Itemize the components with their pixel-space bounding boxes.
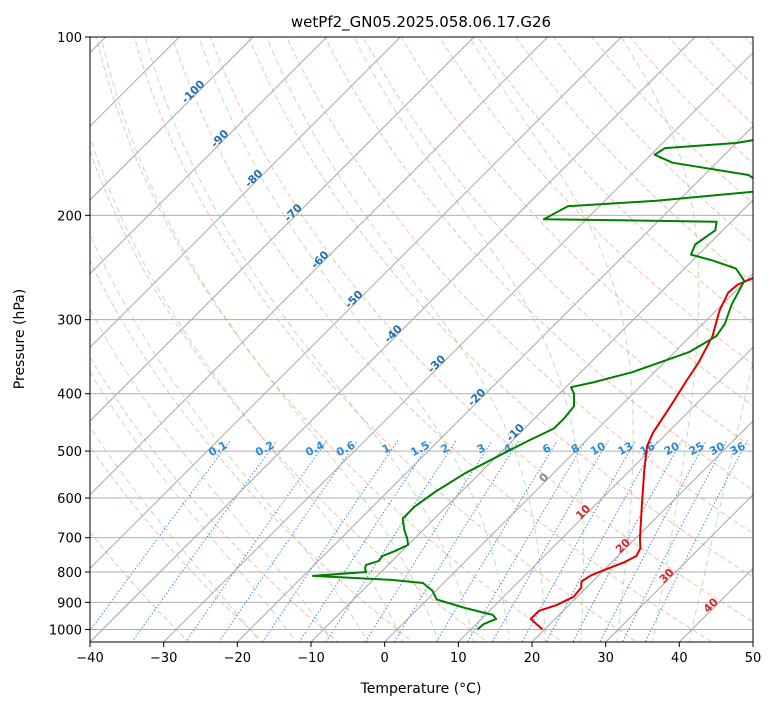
x-tick-label: −20: [224, 651, 251, 666]
y-tick-label: 600: [57, 492, 82, 507]
y-tick-label: 900: [57, 596, 82, 611]
x-tick-label: 50: [745, 651, 762, 666]
x-tick-label: 30: [597, 651, 614, 666]
y-tick-label: 400: [57, 388, 82, 403]
x-tick-label: −30: [150, 651, 177, 666]
x-tick-label: 40: [671, 651, 688, 666]
y-tick-label: 200: [57, 209, 82, 224]
x-tick-label: −10: [297, 651, 324, 666]
y-axis-label: Pressure (hPa): [12, 289, 28, 389]
chart-title: wetPf2_GN05.2025.058.06.17.G26: [291, 13, 551, 32]
x-tick-label: 20: [524, 651, 541, 666]
x-axis-label: Temperature (°C): [360, 681, 482, 697]
y-tick-label: 700: [57, 532, 82, 547]
x-tick-label: 10: [450, 651, 467, 666]
y-tick-label: 500: [57, 445, 82, 460]
y-tick-label: 100: [57, 31, 82, 46]
x-tick-label: 0: [381, 651, 389, 666]
y-tick-label: 300: [57, 314, 82, 329]
x-tick-label: −40: [76, 651, 103, 666]
y-tick-label: 800: [57, 566, 82, 581]
y-tick-label: 1000: [49, 623, 82, 638]
